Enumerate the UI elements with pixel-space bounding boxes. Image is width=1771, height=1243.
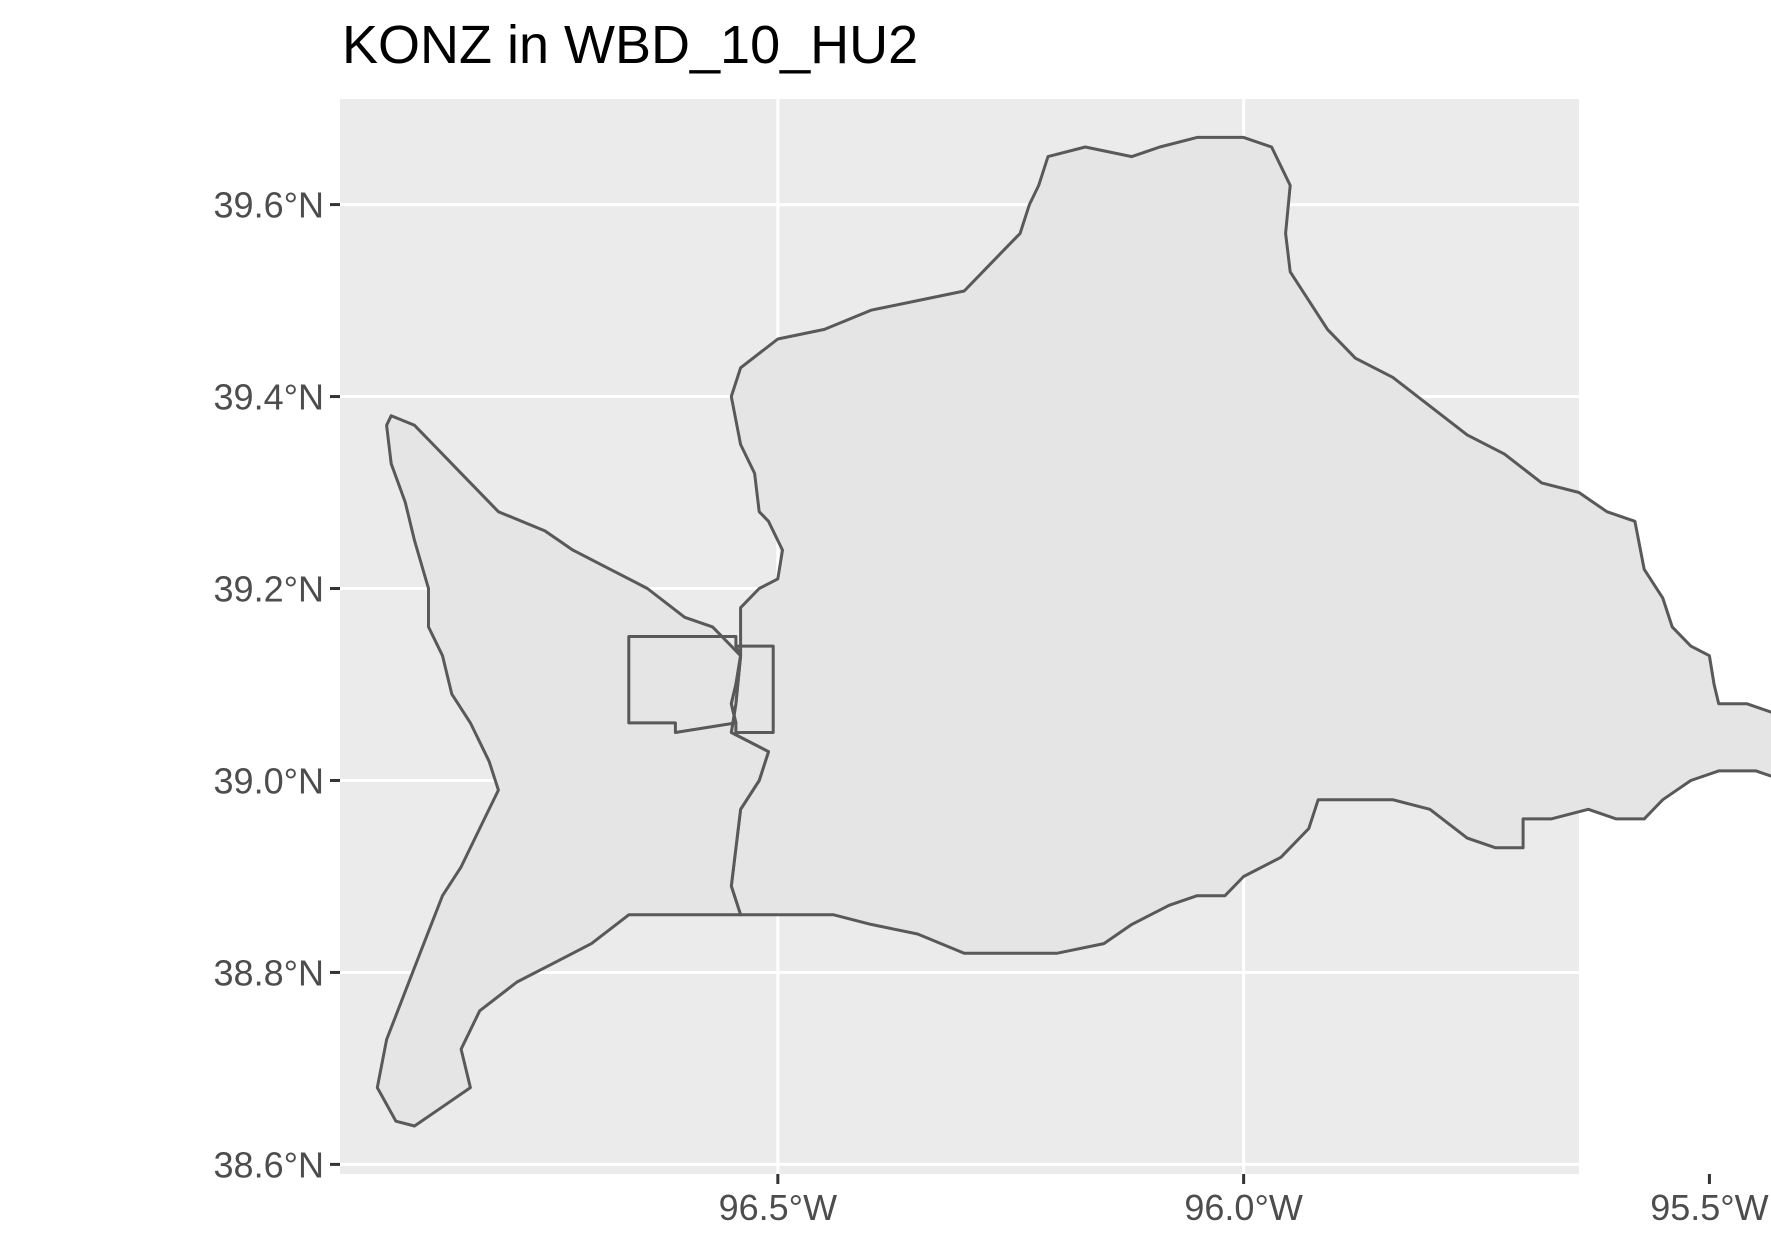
y-tick-label: 39.0°N <box>214 760 324 801</box>
west-watershed-polygon[interactable] <box>375 414 770 1128</box>
x-tick-label: 95.5°W <box>1650 1187 1768 1228</box>
y-tick-label: 39.6°N <box>214 185 324 226</box>
y-tick-label: 38.8°N <box>214 952 324 993</box>
east-watershed-polygon[interactable] <box>729 135 1771 955</box>
watershed-polygons[interactable] <box>375 135 1771 1128</box>
map-title: KONZ in WBD_10_HU2 <box>342 15 919 75</box>
y-tick-label: 39.4°N <box>214 377 324 418</box>
x-tick-label: 96.0°W <box>1184 1187 1302 1228</box>
x-tick-label: 96.5°W <box>719 1187 837 1228</box>
map-axes: 96.5°W 96.0°W 95.5°W 39.6°N 39.4°N 39.2°N 39.0… <box>214 185 1769 1228</box>
konz-site-east-polygon[interactable] <box>729 644 775 734</box>
y-tick-label: 39.2°N <box>214 569 324 610</box>
y-tick-label: 38.6°N <box>214 1144 324 1185</box>
